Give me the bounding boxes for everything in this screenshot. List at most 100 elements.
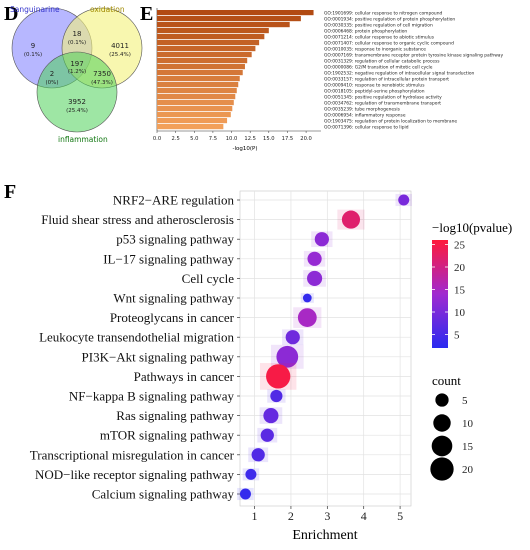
size-legend-dot: [433, 414, 451, 432]
panel-label-e: E: [140, 3, 153, 25]
venn-count-o-only: 4011: [111, 42, 129, 50]
bar-x-axis-label: -log10(P): [233, 146, 258, 152]
bubble-point: [307, 251, 322, 266]
venn-count-s-o: 18: [73, 30, 82, 38]
panel-label-d: D: [4, 3, 18, 25]
bubble-category-label: mTOR signaling pathway: [100, 428, 235, 443]
bar-category-label: GO:1903475: regulation of protein locali…: [324, 118, 457, 124]
bubble-point: [307, 270, 323, 286]
bar: [157, 106, 233, 112]
kegg-bubble-chart: NRF2−ARE regulation Fluid shear stress an…: [30, 190, 512, 543]
size-legend-dot: [435, 393, 449, 407]
venn-pct-s-i: (0%): [45, 80, 58, 86]
bubble-point: [398, 194, 410, 206]
bar: [157, 100, 234, 106]
bar: [157, 70, 243, 76]
bubble-point: [260, 428, 274, 442]
bubble-point: [285, 330, 300, 345]
bar-category-label: GO:0034762: regulation of transmembrane …: [324, 100, 441, 106]
bar: [157, 58, 248, 64]
bubble-category-label: Proteoglycans in cancer: [110, 310, 235, 325]
bar-x-tick-label: 12.5: [244, 136, 256, 142]
bar: [157, 52, 252, 58]
bar-category-label: GO:0035239: tube morphogenesis: [324, 106, 401, 112]
panel-label-f: F: [4, 181, 16, 203]
bar-category-label: GO:0030335: positive regulation of cell …: [324, 22, 433, 28]
bubble-category-label: Fluid shear stress and atherosclerosis: [41, 212, 234, 227]
bar-x-tick-label: 5.0: [190, 136, 198, 142]
bubble-point: [341, 210, 361, 229]
bubble-category-label: Calcium signaling pathway: [92, 487, 235, 502]
bubble-category-label: Ras signaling pathway: [116, 408, 234, 423]
bar-x-tick-label: 15.0: [263, 136, 275, 142]
venn-circle-inflammation: [36, 51, 118, 133]
bar-category-label: GO:0071407: cellular response to organic…: [324, 40, 454, 46]
venn-count-o-i: 7350: [93, 70, 111, 78]
bubble-category-label: NF−kappa B signaling pathway: [69, 389, 235, 404]
bar: [157, 16, 301, 22]
bar-category-label: GO:1901699: cellular response to nitroge…: [324, 10, 442, 16]
bubble-point: [314, 232, 329, 247]
size-legend-label: 15: [462, 441, 474, 453]
size-legend-label: 5: [462, 395, 468, 407]
bar-x-tick-label: 17.5: [282, 136, 294, 142]
bubble-category-label: Cell cycle: [182, 271, 235, 286]
colorbar-tick-label: 20: [454, 262, 466, 274]
venn-pct-s-only: (0.1%): [24, 52, 42, 58]
bar-category-label: GO:0007169: transmembrane receptor prote…: [324, 52, 503, 58]
colorbar: [432, 240, 448, 348]
bar: [157, 64, 245, 70]
bar: [157, 28, 269, 34]
bar: [157, 118, 228, 124]
bar-category-label: GO:0006954: inflammatory response: [324, 112, 406, 118]
bar-category-label: GO:0033157: regulation of intracellular …: [324, 76, 449, 82]
venn-count-s-i: 2: [50, 70, 54, 78]
bubble-point: [251, 448, 265, 462]
bar-category-label: GO:0071396: cellular response to lipid: [324, 124, 409, 130]
venn-pct-i-only: (25.4%): [66, 108, 88, 114]
bubble-point: [263, 408, 279, 424]
bar-x-tick-label: 0.0: [153, 136, 161, 142]
bubble-point: [297, 308, 317, 327]
bubble-point: [270, 389, 283, 403]
colorbar-tick-label: 25: [454, 240, 466, 252]
bar-x-tick-label: 10.0: [226, 136, 238, 142]
bubble-x-tick-label: 5: [397, 509, 403, 523]
bar-x-tick-label: 7.5: [209, 136, 217, 142]
size-legend-label: 10: [462, 418, 474, 430]
venn-count-s-o-i: 197: [70, 60, 83, 68]
bubble-x-tick-label: 3: [324, 509, 330, 523]
venn-pct-s-o: (0.1%): [68, 40, 86, 46]
bar-category-label: GO:0010035: response to inorganic substa…: [324, 46, 426, 52]
size-legend-label: 20: [462, 464, 474, 476]
bar-x-tick-label: 2.5: [172, 136, 180, 142]
venn-count-i-only: 3952: [68, 98, 86, 106]
bar-category-label: GO:0031329: regulation of cellular catab…: [324, 58, 440, 64]
bar-category-label: GO:0006468: protein phosphorylation: [324, 28, 407, 34]
bar: [157, 76, 240, 82]
bar: [157, 46, 256, 52]
venn-set-label-inflammation: inflammation: [58, 135, 108, 144]
bar-category-label: GO:0001934: positive regulation of prote…: [324, 16, 455, 22]
bar-x-tick-label: 20.0: [300, 136, 312, 142]
size-legend-title: count: [432, 373, 461, 388]
bar: [157, 22, 290, 28]
colorbar-tick-label: 10: [454, 307, 466, 319]
venn-diagram: Sanguinarine oxidation inflammation 9 (0…: [10, 5, 143, 144]
bubble-point: [266, 364, 291, 389]
bubble-category-label: Wnt signaling pathway: [113, 291, 234, 306]
size-legend-dot: [431, 435, 453, 457]
bubble-x-tick-label: 2: [288, 509, 294, 523]
bubble-point: [239, 488, 251, 500]
bar: [157, 124, 224, 130]
venn-set-label-sanguinarine: Sanguinarine: [10, 5, 60, 14]
bar-category-label: GO:0009410: response to xenobiotic stimu…: [324, 82, 425, 88]
bubble-category-label: NOD−like receptor signaling pathway: [35, 467, 235, 482]
bubble-category-label: PI3K−Akt signaling pathway: [82, 349, 235, 364]
bar-category-label: GO:0000086: G2/M transition of mitotic c…: [324, 64, 433, 70]
bubble-point: [302, 293, 312, 303]
bar-category-label: GO:1902532: negative regulation of intra…: [324, 70, 475, 76]
bubble-point: [276, 345, 299, 368]
bar: [157, 34, 265, 40]
